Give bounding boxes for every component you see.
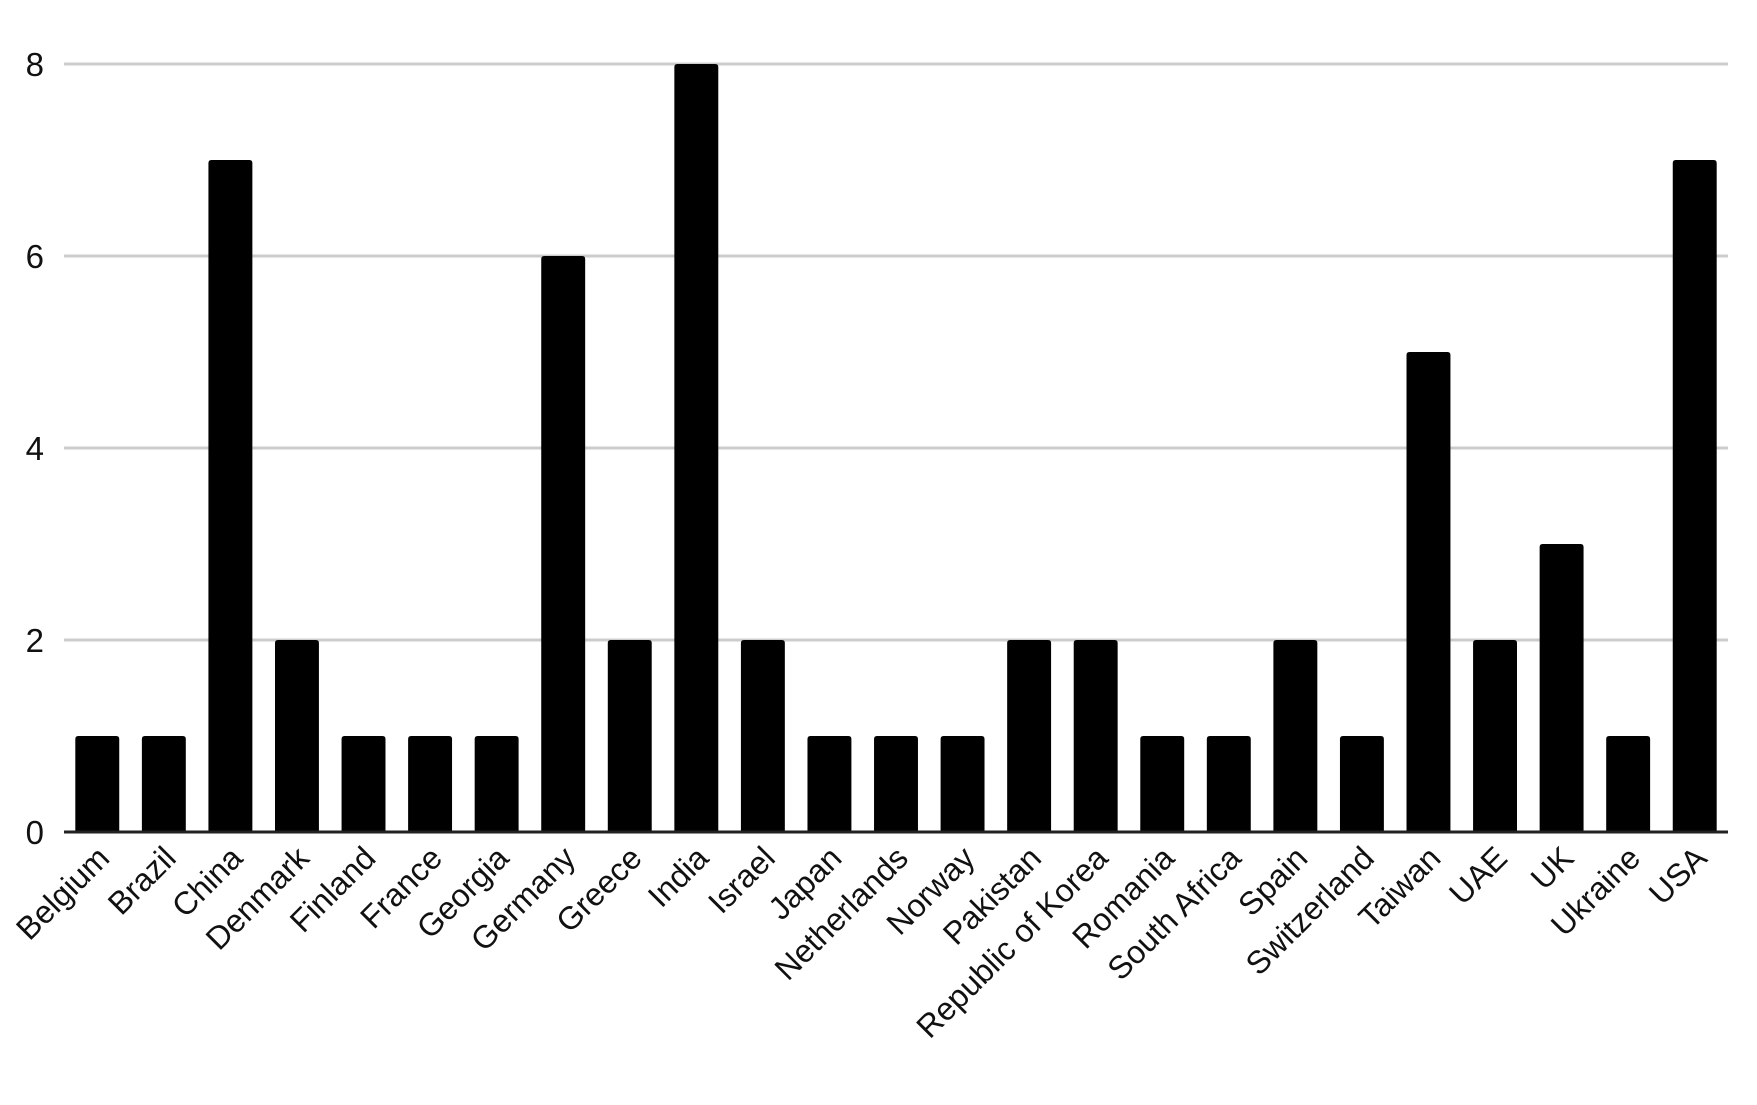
bar-india (674, 64, 719, 832)
bar-romania (1140, 736, 1185, 832)
y-tick-label: 6 (26, 238, 44, 275)
bar-japan (807, 736, 852, 832)
y-tick-label: 2 (26, 622, 44, 659)
y-tick-label: 0 (26, 814, 44, 851)
bar-republic-of-korea (1073, 640, 1118, 832)
x-axis-category-labels: BelgiumBrazilChinaDenmarkFinlandFranceGe… (9, 839, 1714, 1045)
x-tick-label: USA (1642, 839, 1714, 911)
gridlines (64, 62, 1728, 642)
bar-usa (1672, 160, 1717, 832)
bar-china (208, 160, 253, 832)
bar-south-africa (1206, 736, 1251, 832)
y-tick-label: 4 (26, 430, 44, 467)
bar-switzerland (1339, 736, 1384, 832)
bar-pakistan (1007, 640, 1052, 832)
x-tick-label: Belgium (9, 839, 116, 946)
y-tick-label: 8 (26, 46, 44, 83)
bar-finland (341, 736, 386, 832)
bar-norway (940, 736, 985, 832)
bar-spain (1273, 640, 1318, 832)
bar-belgium (75, 736, 120, 832)
bar-germany (541, 256, 586, 832)
bar-greece (607, 640, 652, 832)
bar-uk (1539, 544, 1584, 832)
bar-brazil (141, 736, 186, 832)
x-tick-label: India (641, 839, 716, 914)
bar-taiwan (1406, 352, 1451, 832)
bar-france (408, 736, 453, 832)
bar-netherlands (874, 736, 918, 832)
bar-ukraine (1606, 736, 1651, 832)
bars (75, 64, 1717, 832)
bar-denmark (274, 640, 319, 832)
x-tick-label: Brazil (101, 839, 183, 921)
bar-georgia (474, 736, 519, 832)
bar-uae (1473, 640, 1518, 832)
bar-israel (740, 640, 785, 832)
y-axis-ticks: 0 2 4 6 8 (26, 46, 44, 851)
x-tick-label: UAE (1442, 839, 1514, 911)
